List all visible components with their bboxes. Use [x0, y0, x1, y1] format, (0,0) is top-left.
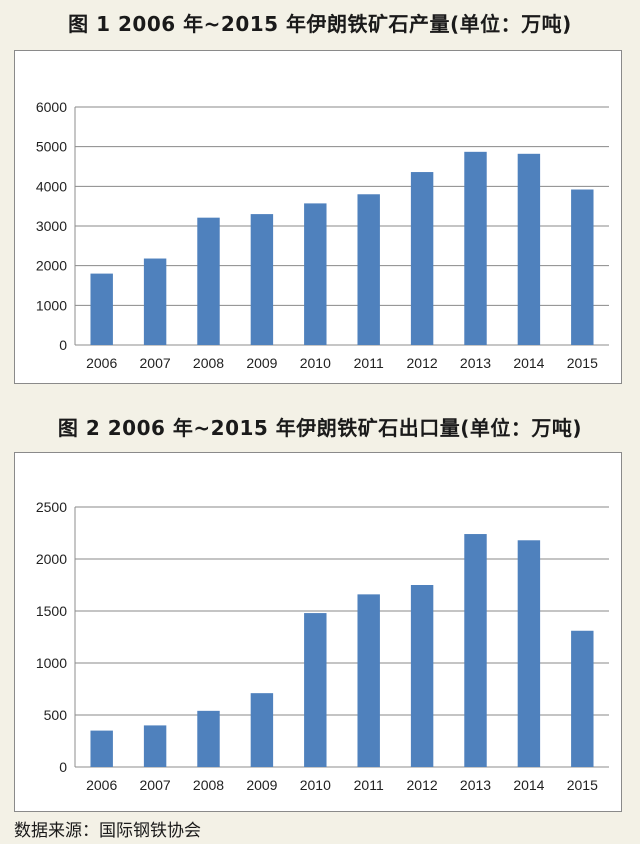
- chart-0-bar-2008: [197, 217, 220, 345]
- chart-2-plot: 0 500 1000 1500 2000 2500 2006 2007 2008 2009 2010…: [36, 499, 609, 793]
- chart-2-title: 图 2 2006 年~2015 年伊朗铁矿石出口量(单位：万吨): [57, 416, 583, 440]
- chart-1-bar-2010: [304, 613, 327, 767]
- chart-1-x-tick-label: 2015: [567, 777, 598, 793]
- chart-0-x-tick-label: 2009: [246, 355, 277, 371]
- chart-0-y-tick-label: 3000: [36, 218, 67, 234]
- chart-0-x-tick-label: 2010: [300, 355, 331, 371]
- chart-1-x-tick-label: 2014: [513, 777, 544, 793]
- chart-1-bar-2011: [357, 594, 380, 767]
- chart-0-bar-2009: [250, 214, 274, 345]
- chart-0-bar-2011: [357, 194, 380, 345]
- chart-0-x-tick-label: 2012: [407, 355, 438, 371]
- chart-0-bar-2006: [90, 273, 113, 345]
- chart-1-x-tick-label: 2011: [354, 777, 384, 793]
- chart-0-y-tick-label: 2000: [36, 258, 67, 274]
- chart-0-x-tick-label: 2008: [193, 355, 224, 371]
- chart-1-x-tick-label: 2010: [300, 777, 331, 793]
- chart-0-x-tick-label: 2014: [513, 355, 544, 371]
- chart-1-x-tick-label: 2006: [86, 777, 117, 793]
- chart-0-x-tick-label: 2007: [140, 355, 171, 371]
- chart-0-x-tick-label: 2015: [567, 355, 598, 371]
- chart-0-y-tick-label: 0: [59, 337, 67, 353]
- chart-1-title: 图 1 2006 年~2015 年伊朗铁矿石产量(单位：万吨): [68, 12, 572, 36]
- chart-1-bar-2013: [464, 534, 487, 767]
- chart-1-bar-2012: [410, 585, 434, 767]
- chart-1-plot: 0 1000 2000 3000 4000 5000 6000 2006 2007 2008 200…: [36, 99, 609, 371]
- chart-0-bar-2013: [464, 151, 487, 345]
- chart-0-x-tick-label: 2011: [354, 355, 384, 371]
- chart-1-y-tick-label: 1000: [36, 655, 67, 671]
- chart-2-panel: 0 500 1000 1500 2000 2500 2006 2007 2008 2009 2010…: [14, 452, 622, 812]
- chart-1-bar-2006: [90, 730, 113, 767]
- chart-1-bar-2008: [197, 710, 220, 767]
- chart-1-x-tick-label: 2013: [460, 777, 491, 793]
- chart-0-bar-2007: [143, 258, 167, 345]
- chart-1-bar-2007: [143, 725, 167, 767]
- chart-0-bar-2015: [571, 189, 594, 345]
- chart-1-x-tick-label: 2009: [246, 777, 277, 793]
- chart-0-x-tick-label: 2013: [460, 355, 491, 371]
- chart-1-bar-2015: [571, 630, 594, 767]
- chart-1-y-tick-label: 0: [59, 759, 67, 775]
- chart-0-x-tick-label: 2006: [86, 355, 117, 371]
- chart-0-y-tick-label: 4000: [36, 178, 67, 194]
- chart-0-y-tick-label: 6000: [36, 99, 67, 115]
- chart-0-bar-2014: [517, 153, 541, 345]
- chart-1-x-tick-label: 2008: [193, 777, 224, 793]
- chart-1-panel: 0 1000 2000 3000 4000 5000 6000 2006 2007 2008 200…: [14, 50, 622, 384]
- chart-1-y-tick-label: 2000: [36, 551, 67, 567]
- chart-0-bar-2012: [410, 172, 434, 345]
- chart-1-y-tick-label: 1500: [36, 603, 67, 619]
- chart-1-x-tick-label: 2007: [140, 777, 171, 793]
- chart-0-y-tick-label: 5000: [36, 139, 67, 155]
- chart-1-y-tick-label: 500: [44, 707, 68, 723]
- chart-1-bar-2014: [517, 540, 541, 767]
- chart-1-x-tick-label: 2012: [407, 777, 438, 793]
- chart-0-y-tick-label: 1000: [36, 297, 67, 313]
- chart-0-bar-2010: [304, 203, 327, 345]
- data-source-note: 数据来源：国际钢铁协会: [14, 821, 201, 841]
- chart-1-y-tick-label: 2500: [36, 499, 67, 515]
- chart-1-bar-2009: [250, 693, 274, 767]
